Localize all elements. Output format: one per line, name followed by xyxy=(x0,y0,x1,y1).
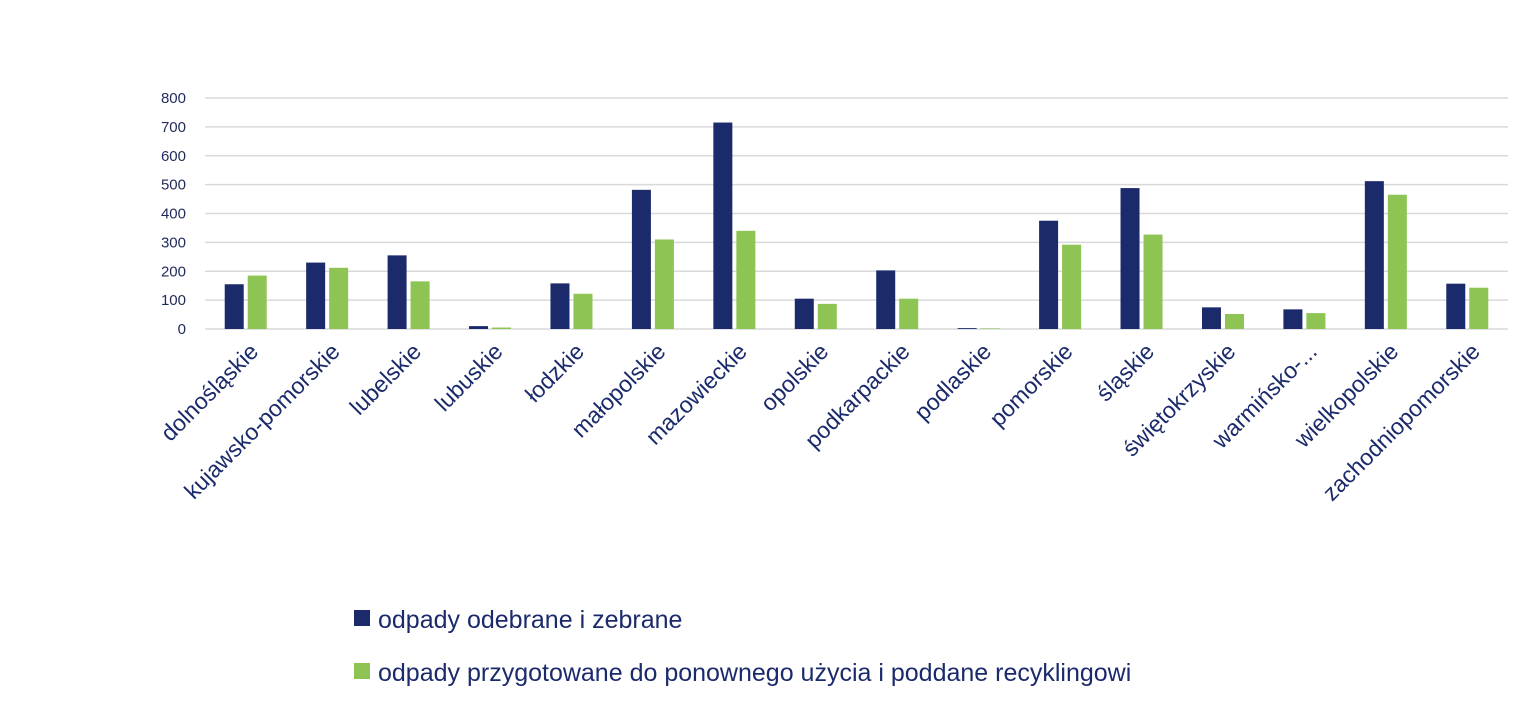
bar-series-2 xyxy=(899,298,919,329)
bar-series-1 xyxy=(876,270,896,329)
bar-series-2 xyxy=(817,303,837,329)
x-category-label: opolskie xyxy=(755,338,833,416)
legend-label-series-1: odpady odebrane i zebrane xyxy=(378,606,682,634)
bar-series-2 xyxy=(1469,287,1489,329)
bar-series-1 xyxy=(794,298,814,329)
bar-series-1 xyxy=(1039,220,1059,329)
x-category-label: pomorskie xyxy=(984,338,1077,431)
bar-series-1 xyxy=(631,189,651,329)
y-tick-label: 400 xyxy=(161,206,186,223)
legend-label-series-2: odpady przygotowane do ponownego użycia … xyxy=(378,659,1131,687)
y-tick-label: 800 xyxy=(161,90,186,107)
bar-series-2 xyxy=(1224,313,1244,329)
bar-series-2 xyxy=(1143,234,1163,329)
bar-series-1 xyxy=(1201,307,1221,329)
x-category-label: łodzkie xyxy=(520,338,589,407)
bar-series-1 xyxy=(224,284,244,329)
bar-series-2 xyxy=(980,328,1000,329)
bar-series-2 xyxy=(736,230,756,329)
y-axis-tick-labels: 0 100 200 300 400 500 600 700 800 xyxy=(161,90,186,338)
bar-series-2 xyxy=(1062,244,1082,329)
bar-series-2 xyxy=(247,275,267,329)
bar-series-2 xyxy=(654,239,674,329)
y-tick-label: 0 xyxy=(178,321,186,338)
bar-series-1 xyxy=(1283,309,1303,329)
bar-series-2 xyxy=(492,327,512,329)
bar-series-1 xyxy=(1364,181,1384,329)
bar-series-1 xyxy=(1446,283,1466,329)
bar-series-1 xyxy=(550,283,570,329)
y-tick-label: 200 xyxy=(161,263,186,280)
bar-series-2 xyxy=(573,293,593,329)
bar-series-2 xyxy=(1306,313,1326,329)
x-category-label: zachodniopomorskie xyxy=(1317,338,1485,506)
y-tick-label: 300 xyxy=(161,234,186,251)
bar-series-1 xyxy=(306,262,326,329)
bar-series-2 xyxy=(1387,194,1407,329)
y-tick-label: 100 xyxy=(161,292,186,309)
bar-series-1 xyxy=(713,122,733,329)
x-category-label: kujawsko-pomorskie xyxy=(179,338,345,504)
bar-series-2 xyxy=(329,267,349,329)
bars xyxy=(224,122,1489,329)
x-category-label: śląskie xyxy=(1091,338,1159,406)
y-tick-label: 500 xyxy=(161,177,186,194)
x-category-label: lubelskie xyxy=(344,338,426,420)
bar-series-1 xyxy=(957,328,977,329)
bar-series-2 xyxy=(410,281,430,329)
x-category-label: lubuskie xyxy=(430,338,508,416)
legend-swatch-series-1 xyxy=(354,610,370,626)
x-category-label: podlaskie xyxy=(909,338,996,425)
bar-series-1 xyxy=(1120,188,1140,329)
legend-swatch-series-2 xyxy=(354,663,370,679)
bar-series-1 xyxy=(469,326,489,329)
y-tick-label: 700 xyxy=(161,119,186,136)
y-tick-label: 600 xyxy=(161,148,186,165)
bar-series-1 xyxy=(387,255,407,329)
legend: odpady odebrane i zebrane odpady przygot… xyxy=(354,606,1131,687)
